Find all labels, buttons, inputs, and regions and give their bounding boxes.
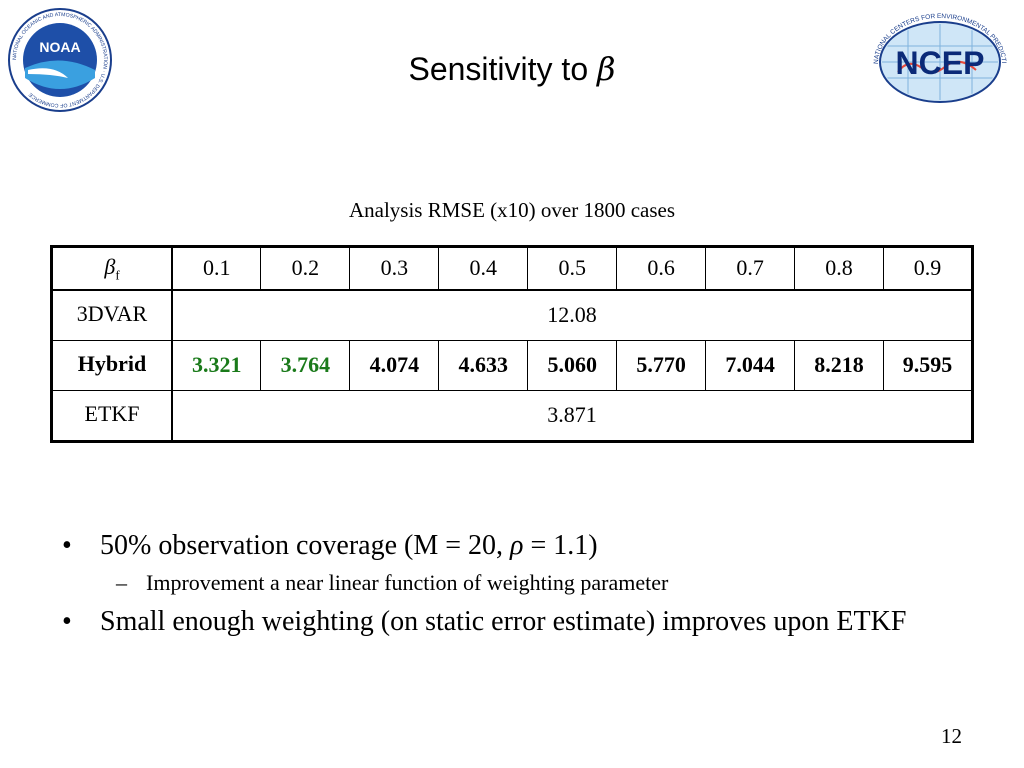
row-label-3dvar: 3DVAR bbox=[51, 289, 173, 341]
row-hybrid: Hybrid 3.321 3.764 4.074 4.633 5.060 5.7… bbox=[51, 339, 973, 391]
hybrid-value-cell: 8.218 bbox=[794, 339, 884, 391]
value-3dvar: 12.08 bbox=[171, 289, 973, 341]
beta-value-cell: 0.1 bbox=[171, 245, 262, 291]
hybrid-value-cell: 4.074 bbox=[349, 339, 440, 391]
title-beta-symbol: β bbox=[597, 50, 616, 88]
bullet-item: • Small enough weighting (on static erro… bbox=[62, 604, 1002, 640]
rmse-table: βf 0.1 0.2 0.3 0.4 0.5 0.6 0.7 0.8 0.9 3… bbox=[50, 245, 974, 443]
header-beta-cell: βf bbox=[51, 245, 173, 291]
table-caption: Analysis RMSE (x10) over 1800 cases bbox=[348, 198, 676, 222]
bullet-list: • 50% observation coverage (M = 20, ρ = … bbox=[62, 528, 1002, 640]
hybrid-value-cell: 9.595 bbox=[883, 339, 973, 391]
bullet-1-prefix: 50% observation coverage (M = 20, bbox=[100, 530, 511, 561]
bullet-1-suffix: = 1.1) bbox=[523, 530, 598, 561]
value-etkf: 3.871 bbox=[171, 389, 973, 443]
row-label-etkf: ETKF bbox=[51, 389, 173, 443]
bullet-glyph: • bbox=[62, 606, 72, 637]
hybrid-value-cell: 5.770 bbox=[616, 339, 707, 391]
beta-value-cell: 0.6 bbox=[616, 245, 707, 291]
hybrid-value-cell: 3.321 bbox=[171, 339, 262, 391]
beta-subscript: f bbox=[115, 266, 120, 282]
svg-text:NOAA: NOAA bbox=[39, 39, 80, 55]
hybrid-value-cell: 7.044 bbox=[705, 339, 796, 391]
beta-symbol: β bbox=[104, 253, 116, 279]
hybrid-value-cell: 5.060 bbox=[527, 339, 618, 391]
beta-value-cell: 0.4 bbox=[438, 245, 529, 291]
beta-value-cell: 0.3 bbox=[349, 245, 440, 291]
hybrid-value-cell: 4.633 bbox=[438, 339, 529, 391]
sub-bullet-item: – Improvement a near linear function of … bbox=[62, 568, 1002, 598]
svg-text:NCEP: NCEP bbox=[896, 45, 985, 81]
row-etkf: ETKF 3.871 bbox=[51, 389, 973, 443]
row-label-hybrid: Hybrid bbox=[51, 339, 173, 391]
title-text: Sensitivity to bbox=[408, 51, 597, 87]
hybrid-value-cell: 3.764 bbox=[260, 339, 351, 391]
beta-value-cell: 0.5 bbox=[527, 245, 618, 291]
beta-value-cell: 0.8 bbox=[794, 245, 884, 291]
bullet-glyph: • bbox=[62, 530, 72, 561]
beta-value-cell: 0.7 bbox=[705, 245, 796, 291]
page-number: 12 bbox=[941, 724, 962, 748]
beta-value-cell: 0.9 bbox=[883, 245, 973, 291]
noaa-logo: NOAA NATIONAL OCEANIC AND ATMOSPHERIC AD… bbox=[8, 8, 112, 112]
header-row: βf 0.1 0.2 0.3 0.4 0.5 0.6 0.7 0.8 0.9 bbox=[51, 245, 973, 291]
dash-glyph: – bbox=[116, 570, 127, 595]
row-3dvar: 3DVAR 12.08 bbox=[51, 289, 973, 341]
sub-bullet-text: Improvement a near linear function of we… bbox=[146, 570, 669, 595]
beta-value-cell: 0.2 bbox=[260, 245, 351, 291]
bullet-item: • 50% observation coverage (M = 20, ρ = … bbox=[62, 528, 1002, 564]
bullet-2-text: Small enough weighting (on static error … bbox=[100, 606, 907, 637]
rho-symbol: ρ bbox=[510, 530, 524, 561]
slide-title: Sensitivity to β bbox=[0, 50, 1024, 88]
ncep-logo: NCEP NATIONAL CENTERS FOR ENVIRONMENTAL … bbox=[868, 10, 1007, 103]
